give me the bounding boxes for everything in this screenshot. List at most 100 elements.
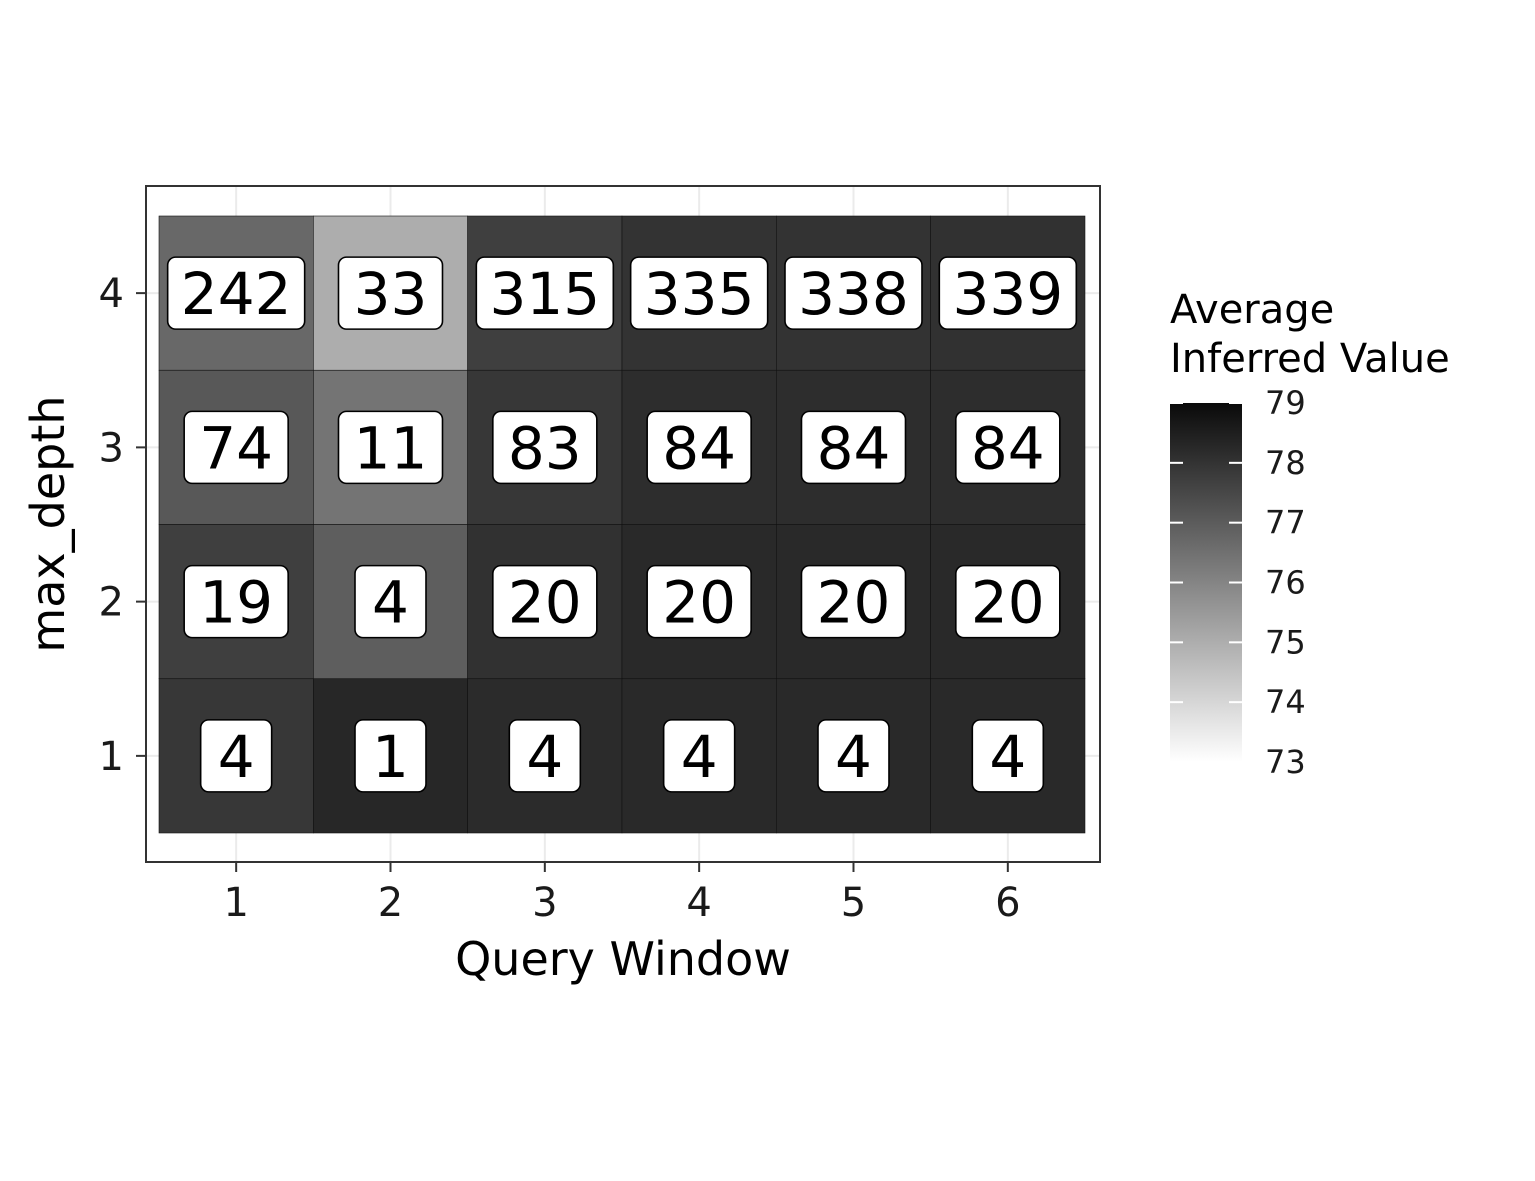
cell-label-box [354, 564, 427, 639]
x-tick-label: 6 [995, 880, 1020, 926]
cell-label: 20 [662, 569, 736, 637]
cell-label-box [183, 564, 289, 639]
x-tick-label: 4 [686, 880, 711, 926]
heatmap-cell: 4 [930, 678, 1086, 834]
cell-label-box [662, 719, 736, 793]
cell-label: 20 [971, 569, 1045, 637]
cell-label-box [800, 564, 907, 639]
legend: Average Inferred Value 73 74 75 76 77 78 79 [1170, 287, 1450, 781]
heatmap-cell: 242 [158, 215, 314, 371]
x-tick-label: 1 [223, 880, 248, 926]
cell-label-box [508, 719, 582, 793]
cell-label: 338 [798, 260, 909, 328]
heatmap-cell: 19 [158, 524, 314, 680]
cell-label: 4 [989, 723, 1026, 791]
heatmap-cell: 84 [930, 369, 1086, 525]
legend-tick-label: 76 [1265, 564, 1306, 602]
cell-label-box [183, 410, 289, 485]
y-tick-label: 1 [99, 734, 124, 780]
heatmap-cells: 242 33 315 335 338 339 74 11 83 84 84 84 19 4 20 20 20 20… [158, 215, 1086, 834]
heatmap-cell: 83 [467, 369, 623, 525]
cell-label: 339 [952, 260, 1063, 328]
heatmap-cell: 338 [776, 215, 931, 371]
cell-label-box [492, 410, 598, 485]
cell-label-box [337, 410, 444, 485]
legend-ticks: 73 74 75 76 77 78 79 [1170, 384, 1306, 781]
cell-label: 1 [372, 723, 409, 791]
y-tick-label: 2 [99, 580, 124, 626]
cell-label-box [971, 719, 1045, 793]
legend-tick-label: 73 [1265, 743, 1306, 781]
x-tick-label: 2 [378, 880, 403, 926]
cell-label-box [475, 256, 615, 330]
cell-label-box [955, 410, 1061, 485]
cell-label-box [354, 719, 427, 793]
cell-label: 4 [681, 723, 718, 791]
cell-label-box [800, 410, 907, 485]
cell-label: 4 [372, 569, 409, 637]
cell-label: 4 [526, 723, 563, 791]
heatmap-cell: 20 [776, 524, 931, 680]
heatmap-cell: 4 [313, 524, 468, 680]
cell-label: 11 [354, 414, 428, 482]
heatmap-cell: 20 [621, 524, 777, 680]
heatmap-cell: 4 [467, 678, 623, 834]
panel-border [145, 185, 1101, 863]
x-axis-title: Query Window [455, 932, 791, 986]
heatmap-cell: 315 [467, 215, 623, 371]
cell-label: 84 [662, 414, 736, 482]
legend-tick-label: 78 [1265, 444, 1306, 482]
heatmap-cell: 74 [158, 369, 314, 525]
legend-title-line-1: Average [1170, 287, 1334, 333]
legend-tick-label: 77 [1265, 504, 1306, 542]
heatmap-cell: 4 [621, 678, 777, 834]
cell-label: 33 [354, 260, 428, 328]
cell-label: 19 [199, 569, 273, 637]
legend-title-line-2: Inferred Value [1170, 336, 1450, 382]
cell-label-box [646, 410, 752, 485]
y-axis: 1 2 3 4 [99, 271, 146, 780]
legend-tick-label: 75 [1265, 623, 1306, 661]
heatmap-cell: 84 [621, 369, 777, 525]
heatmap-cell: 335 [621, 215, 777, 371]
heatmap-cell: 339 [930, 215, 1086, 371]
x-axis: 1 2 3 4 5 6 [223, 862, 1021, 926]
heatmap-cell: 20 [930, 524, 1086, 680]
y-tick-label: 3 [99, 425, 124, 471]
cell-label: 242 [181, 260, 292, 328]
heatmap-cell: 4 [158, 678, 314, 834]
heatmap-cell: 4 [776, 678, 931, 834]
cell-label: 4 [835, 723, 872, 791]
legend-tick-label: 74 [1265, 683, 1306, 721]
x-tick-label: 3 [532, 880, 557, 926]
heatmap-cell: 11 [313, 369, 468, 525]
heatmap-cell: 84 [776, 369, 931, 525]
cell-label-box [955, 564, 1061, 639]
cell-label: 84 [817, 414, 891, 482]
cell-label-box [492, 564, 598, 639]
legend-tick-label: 79 [1265, 384, 1306, 422]
cell-label-box [629, 256, 769, 330]
heatmap-cell: 1 [313, 678, 468, 834]
cell-label-box [199, 719, 273, 793]
y-axis-title: max_depth [21, 395, 75, 652]
cell-label-box [817, 719, 890, 793]
cell-label-box [938, 256, 1078, 330]
cell-label: 4 [218, 723, 255, 791]
cell-label: 315 [489, 260, 600, 328]
cell-label-box [646, 564, 752, 639]
heatmap-cell: 33 [313, 215, 468, 371]
x-tick-label: 5 [841, 880, 866, 926]
cell-label: 20 [508, 569, 582, 637]
cell-label: 20 [817, 569, 891, 637]
cell-label-box [784, 256, 923, 330]
cell-label: 84 [971, 414, 1045, 482]
cell-label-box [337, 256, 444, 330]
cell-label: 74 [199, 414, 273, 482]
cell-label-box [166, 256, 306, 330]
cell-label: 335 [644, 260, 755, 328]
heatmap-cell: 20 [467, 524, 623, 680]
cell-label: 83 [508, 414, 582, 482]
y-tick-label: 4 [99, 271, 124, 317]
